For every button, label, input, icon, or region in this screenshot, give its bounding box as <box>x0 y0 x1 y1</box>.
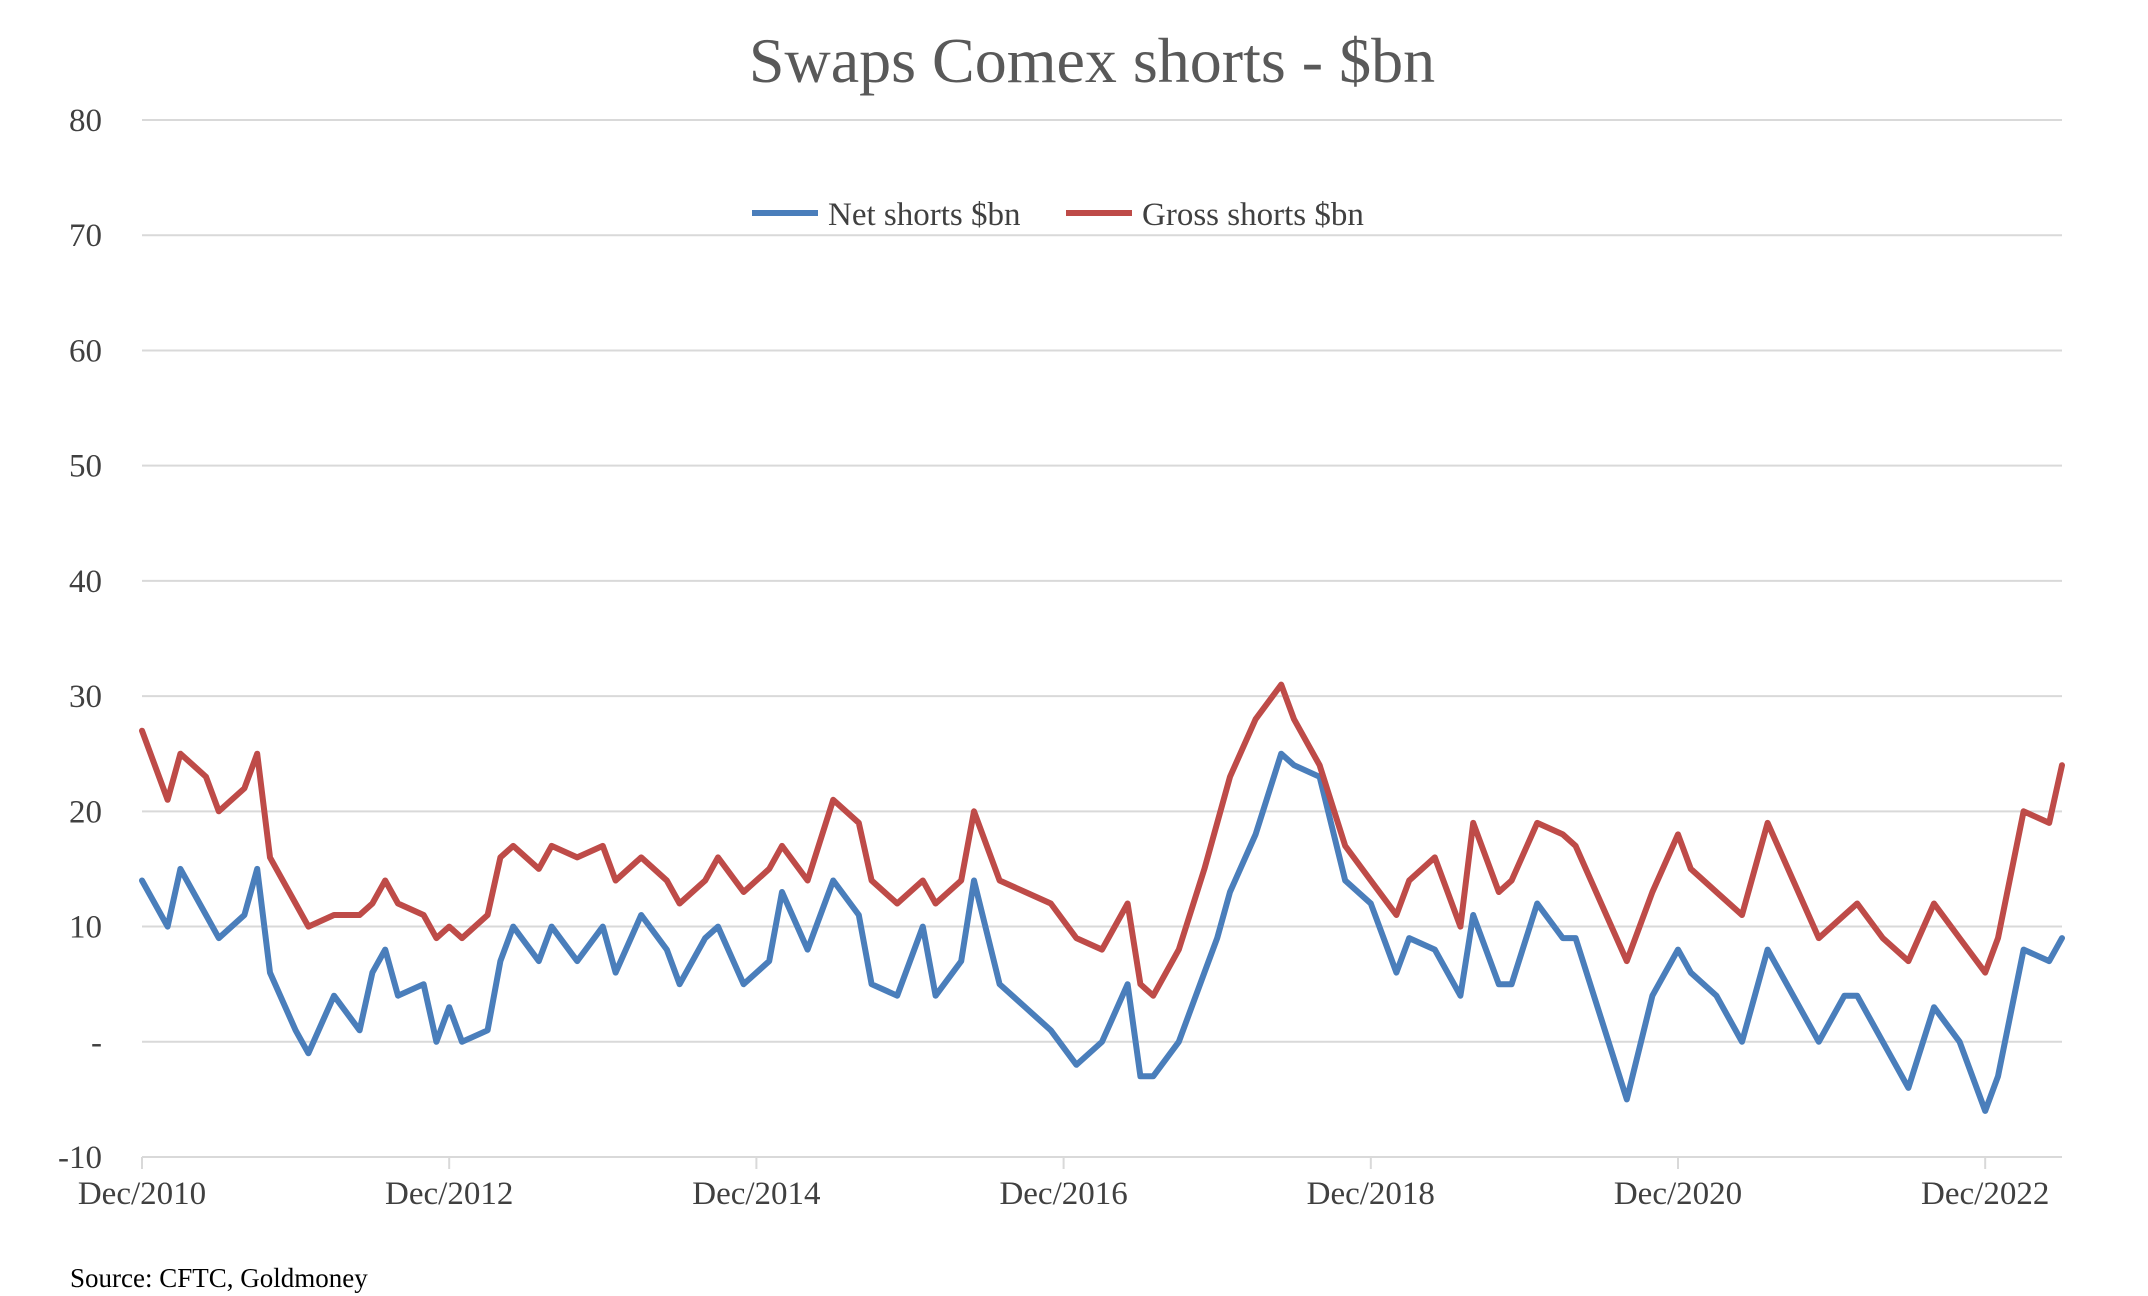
x-tick-label: Dec/2022 <box>1921 1176 2049 1212</box>
x-tick-label: Dec/2016 <box>999 1176 1127 1212</box>
y-tick-label: - <box>91 1025 102 1061</box>
y-tick-label: -10 <box>58 1140 102 1176</box>
plot-area <box>139 681 2065 1114</box>
x-tick-label: Dec/2012 <box>385 1176 513 1212</box>
legend-gross-label: Gross shorts $bn <box>1142 197 1364 233</box>
y-tick-label: 10 <box>69 910 102 946</box>
x-axis-ticks: Dec/2010 Dec/2012 Dec/2014 Dec/2016 Dec/2018… <box>78 1157 2049 1212</box>
x-tick-label: Dec/2018 <box>1307 1176 1435 1212</box>
x-tick-label: Dec/2020 <box>1614 1176 1742 1212</box>
legend-net-label: Net shorts $bn <box>828 197 1021 233</box>
source-note: Source: CFTC, Goldmoney <box>70 1263 368 1293</box>
legend: Net shorts $bn Gross shorts $bn <box>752 197 1364 233</box>
y-tick-label: 70 <box>69 218 102 254</box>
y-tick-label: 20 <box>69 794 102 830</box>
gross-shorts-line <box>139 681 2065 999</box>
gridlines <box>142 119 2062 1043</box>
y-tick-label: 40 <box>69 564 102 600</box>
y-tick-label: 30 <box>69 679 102 715</box>
y-tick-label: 80 <box>69 103 102 139</box>
y-tick-label: 60 <box>69 333 102 369</box>
chart-title: Swaps Comex shorts - $bn <box>749 25 1435 96</box>
x-tick-label: Dec/2010 <box>78 1176 206 1212</box>
net-shorts-line <box>139 750 2065 1114</box>
x-tick-label: Dec/2014 <box>692 1176 820 1212</box>
y-tick-label: 50 <box>69 449 102 485</box>
